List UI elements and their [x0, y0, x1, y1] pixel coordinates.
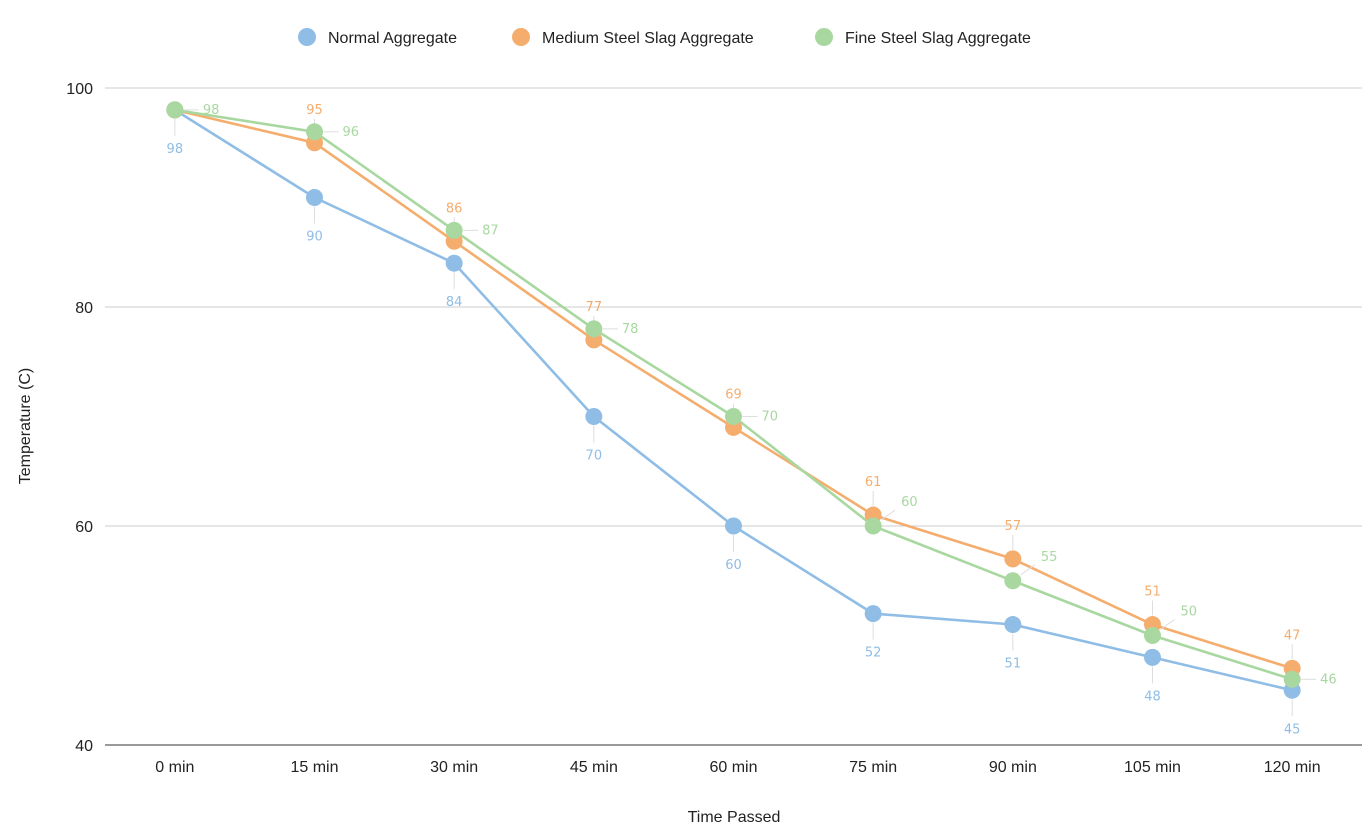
legend-marker	[512, 28, 530, 46]
data-point	[1004, 572, 1022, 590]
x-tick-label: 60 min	[709, 759, 757, 776]
legend-marker	[815, 28, 833, 46]
data-labels: 98 90 84 70 60 52 51 48 45 95 86 77 69 61 57 51 47 98 96 87…	[167, 103, 1337, 738]
data-label: 46	[1320, 672, 1337, 687]
legend-item[interactable]: Fine Steel Slag Aggregate	[815, 28, 1031, 47]
data-label: 47	[1284, 628, 1301, 643]
legend-item[interactable]: Medium Steel Slag Aggregate	[512, 28, 754, 47]
x-tick-label: 45 min	[570, 759, 618, 776]
y-tick-label: 40	[75, 738, 93, 755]
data-point	[1004, 550, 1022, 568]
label-leader-line	[1160, 619, 1175, 630]
data-label: 78	[622, 322, 639, 337]
data-label: 87	[482, 223, 499, 238]
data-point	[585, 408, 603, 425]
label-leader-line	[880, 509, 896, 521]
data-point	[1144, 627, 1161, 644]
data-label: 95	[306, 103, 323, 118]
data-label: 84	[446, 295, 463, 310]
data-point	[864, 517, 882, 535]
data-label: 45	[1284, 722, 1301, 737]
data-point	[306, 189, 323, 206]
data-label: 52	[865, 646, 882, 661]
data-label: 70	[762, 410, 779, 425]
data-point	[445, 254, 463, 272]
legend-label: Medium Steel Slag Aggregate	[542, 30, 754, 47]
data-label: 48	[1144, 689, 1161, 704]
legend-marker	[298, 28, 316, 46]
data-label: 96	[343, 125, 360, 140]
x-tick-label: 120 min	[1264, 759, 1321, 776]
y-tick-label: 80	[75, 300, 93, 317]
data-label: 50	[1181, 605, 1198, 620]
data-label: 77	[586, 300, 603, 315]
y-tick-label: 60	[75, 519, 93, 536]
data-point	[864, 605, 882, 623]
legend: Normal Aggregate Medium Steel Slag Aggreg…	[298, 28, 1031, 47]
data-point	[1004, 616, 1022, 634]
data-label: 51	[1144, 585, 1161, 600]
data-label: 60	[725, 558, 742, 573]
data-point	[585, 320, 603, 338]
data-point	[166, 101, 184, 119]
label-leader-line	[1020, 564, 1036, 576]
data-point	[306, 123, 323, 141]
data-point	[725, 408, 742, 425]
data-point	[1283, 670, 1301, 688]
data-label: 69	[725, 387, 742, 402]
data-label: 55	[1041, 550, 1058, 565]
y-tick-label: 100	[66, 81, 93, 98]
x-tick-label: 30 min	[430, 759, 478, 776]
axes: 40 60 80 100 0 min 15 min 30 min 45 min 60 min 75…	[66, 81, 1320, 776]
data-point	[725, 517, 742, 535]
x-tick-label: 105 min	[1124, 759, 1181, 776]
data-label: 60	[901, 495, 918, 510]
data-label: 90	[306, 230, 323, 245]
y-axis-title: Temperature (C)	[17, 368, 34, 484]
x-axis-title: Time Passed	[688, 809, 781, 826]
legend-label: Normal Aggregate	[328, 30, 457, 47]
data-label: 70	[586, 449, 603, 464]
data-label: 98	[203, 103, 220, 118]
x-tick-label: 75 min	[849, 759, 897, 776]
x-tick-label: 0 min	[155, 759, 194, 776]
legend-label: Fine Steel Slag Aggregate	[845, 30, 1031, 47]
data-point	[1144, 648, 1161, 666]
data-label: 51	[1005, 657, 1022, 672]
data-label: 98	[167, 142, 184, 157]
series-points	[166, 101, 1301, 699]
x-tick-label: 15 min	[290, 759, 338, 776]
data-label: 57	[1005, 519, 1022, 534]
gridlines	[105, 87, 1362, 746]
data-label: 61	[865, 475, 882, 490]
data-point	[445, 221, 463, 239]
x-tick-label: 90 min	[989, 759, 1037, 776]
data-label: 86	[446, 201, 463, 216]
legend-item[interactable]: Normal Aggregate	[298, 28, 457, 47]
